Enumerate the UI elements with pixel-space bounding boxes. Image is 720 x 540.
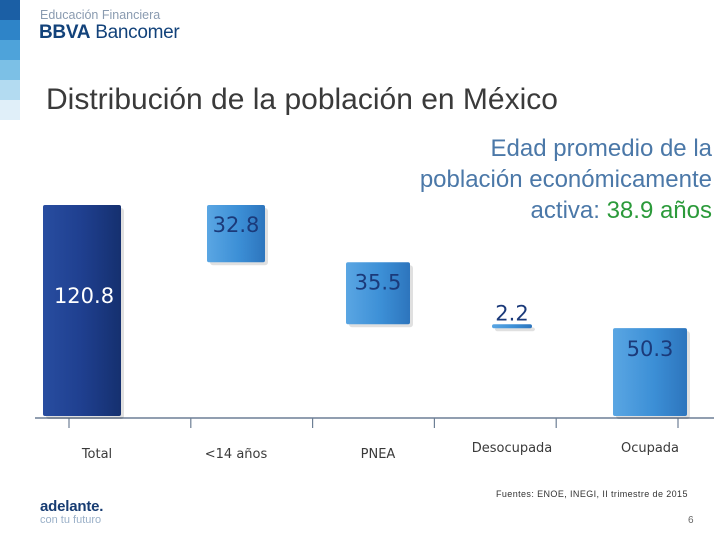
category-label-total: Total	[81, 447, 112, 462]
value-label-pnea: 35.5	[355, 270, 402, 294]
category-label-pnea: PNEA	[361, 447, 396, 462]
bar-desocupada	[492, 324, 532, 329]
value-label-14-anos: 32.8	[213, 213, 260, 237]
stripe-5	[0, 80, 20, 100]
stripe-4	[0, 60, 20, 80]
stripe-1	[0, 0, 20, 20]
value-label-total: 120.8	[54, 284, 114, 308]
brand-subtitle: Educación Financiera	[40, 8, 161, 22]
subtitle-line-3: activa: 38.9 años	[352, 195, 712, 226]
brand-stripes	[0, 0, 20, 122]
category-label-desocupada: Desocupada	[472, 441, 553, 456]
bar-14-anos	[207, 205, 265, 263]
value-label-ocupada: 50.3	[627, 337, 674, 361]
value-label-desocupada: 2.2	[495, 301, 528, 325]
page-title: Distribución de la población en México	[46, 83, 558, 116]
stripe-2	[0, 20, 20, 40]
stripe-3	[0, 40, 20, 60]
footer-tagline: con tu futuro	[40, 514, 102, 526]
category-label-14-anos: <14 años	[205, 447, 268, 462]
brand-name-bold: BBVA	[39, 22, 91, 43]
bar-pnea	[346, 262, 410, 325]
bar-ocupada	[613, 328, 687, 416]
footer-logo-word: adelante.	[40, 498, 104, 515]
subtitle-prefix: activa:	[530, 197, 607, 224]
subtitle-highlight: 38.9 años	[606, 197, 712, 224]
chart-subtitle: Edad promedio de la población económicam…	[352, 133, 712, 226]
footer-logo: adelante. con tu futuro	[40, 498, 103, 526]
subtitle-line-2: población económicamente	[419, 166, 712, 193]
brand-name-light: Bancomer	[90, 22, 180, 43]
stripe-6	[0, 100, 20, 120]
category-label-ocupada: Ocupada	[621, 441, 679, 456]
source-note: Fuentes: ENOE, INEGI, II trimestre de 20…	[496, 489, 688, 499]
slide-number: 6	[688, 515, 694, 526]
subtitle-line-1: Edad promedio de la	[490, 135, 712, 162]
brand-logo: BBVA Bancomer	[39, 22, 180, 44]
bar-total	[43, 205, 121, 416]
